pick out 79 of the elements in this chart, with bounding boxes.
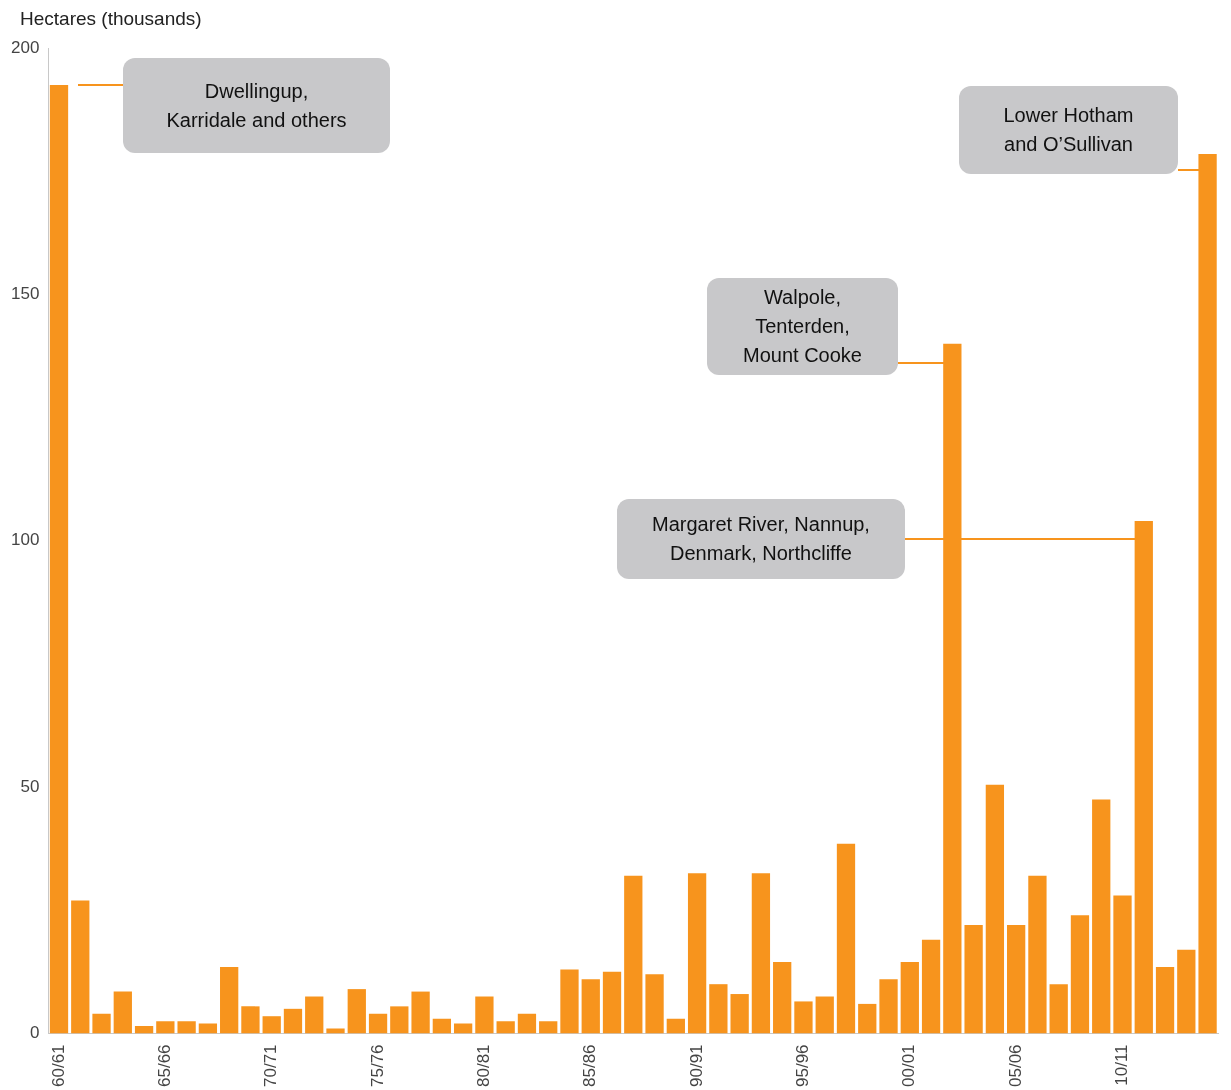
bar <box>836 843 856 1034</box>
x-tick-label: 70/71 <box>261 1044 281 1088</box>
bar <box>1092 799 1111 1034</box>
x-tick-label: 10/11 <box>1112 1044 1132 1086</box>
bar <box>517 1013 537 1034</box>
bar <box>198 1023 218 1034</box>
y-tick-label: 200 <box>10 37 40 57</box>
bar <box>985 784 1005 1034</box>
x-tick-label: 85/86 <box>580 1044 600 1088</box>
bar <box>49 84 69 1034</box>
bar <box>411 991 430 1034</box>
bar <box>560 969 579 1034</box>
bar <box>368 1013 388 1034</box>
y-tick-label: 0 <box>29 1023 40 1043</box>
bar <box>1134 521 1153 1034</box>
bar <box>964 925 983 1034</box>
bar <box>1155 966 1175 1034</box>
bar <box>858 1003 877 1034</box>
bar <box>1028 875 1047 1034</box>
bar <box>794 1001 813 1034</box>
bar <box>751 873 771 1034</box>
bar <box>943 343 962 1034</box>
bar <box>113 991 132 1034</box>
bar <box>1177 949 1196 1034</box>
bar <box>687 873 707 1034</box>
x-tick-label: 95/96 <box>793 1044 813 1088</box>
bar <box>241 1006 260 1034</box>
annotation: Walpole, Tenterden, Mount Cooke <box>742 285 863 368</box>
bar <box>1007 925 1026 1034</box>
bar <box>602 971 622 1034</box>
bar <box>879 979 898 1034</box>
bar <box>815 996 834 1034</box>
annotation: Margaret River, Nannup, Denmark, Northcliffe <box>651 512 871 566</box>
bar <box>1113 895 1132 1034</box>
y-tick-label: 150 <box>10 284 40 304</box>
bar <box>390 1006 409 1034</box>
x-tick-label: 90/91 <box>686 1044 706 1088</box>
bar <box>1049 984 1068 1034</box>
bar <box>305 996 324 1034</box>
x-tick-label: 75/76 <box>367 1044 387 1088</box>
bar <box>283 1008 303 1034</box>
x-tick-label: 65/66 <box>155 1044 175 1088</box>
bar <box>900 962 919 1034</box>
bar <box>666 1018 685 1034</box>
bar <box>496 1021 515 1034</box>
callout-box: Lower Hotham and O’Sullivan <box>959 86 1178 174</box>
bar <box>1198 153 1217 1034</box>
bar <box>539 1021 558 1034</box>
y-tick-label: 100 <box>10 530 40 550</box>
bar <box>730 994 749 1034</box>
bar <box>709 984 728 1034</box>
callout-box: Dwellingup, Karridale and others <box>123 58 390 153</box>
x-tick-label: 60/61 <box>48 1044 68 1088</box>
bar <box>262 1016 281 1034</box>
bar <box>177 1021 196 1034</box>
bar <box>220 966 239 1034</box>
annotation: Dwellingup, Karridale and others <box>165 78 348 133</box>
bar <box>773 962 792 1034</box>
x-tick-label: 00/01 <box>899 1044 919 1088</box>
bar <box>156 1021 175 1034</box>
y-tick-label: 50 <box>20 776 40 796</box>
bar <box>581 979 600 1034</box>
bar <box>475 996 494 1034</box>
x-tick-label: 80/81 <box>474 1044 494 1088</box>
bar <box>645 974 664 1034</box>
annotation: Lower Hotham and O’Sullivan <box>1002 103 1135 157</box>
bar <box>347 989 366 1034</box>
bar <box>453 1023 473 1034</box>
bar <box>92 1013 111 1034</box>
bar <box>134 1026 154 1034</box>
callout-box: Margaret River, Nannup, Denmark, Northcliffe <box>617 499 905 579</box>
bar <box>624 875 643 1034</box>
bar <box>71 900 90 1034</box>
callout-box: Walpole, Tenterden, Mount Cooke <box>707 278 898 375</box>
x-tick-label: 05/06 <box>1005 1044 1025 1088</box>
bar <box>1070 915 1090 1034</box>
y-axis-title: Hectares (thousands) <box>20 8 202 30</box>
bar <box>921 939 941 1034</box>
bar <box>432 1018 452 1034</box>
